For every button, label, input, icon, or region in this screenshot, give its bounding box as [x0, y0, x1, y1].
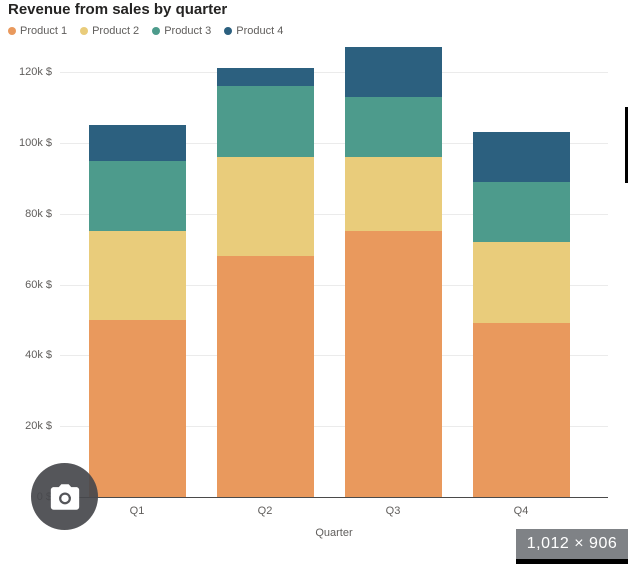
- gridline: [60, 72, 608, 73]
- camera-icon: [48, 480, 82, 514]
- bar-segment: [216, 86, 314, 157]
- y-axis-tick-label: 80k $: [25, 207, 52, 220]
- x-axis-tick-label: Q1: [129, 505, 145, 517]
- legend-label: Product 4: [236, 25, 284, 37]
- legend-label: Product 2: [92, 25, 140, 37]
- bar-segment: [344, 157, 442, 232]
- y-axis-tick-label: 120k $: [18, 66, 52, 78]
- camera-lens-button[interactable]: [31, 463, 98, 530]
- legend-marker: [80, 27, 89, 35]
- legend-marker: [224, 27, 233, 35]
- legend-item: Product 3: [152, 25, 211, 37]
- x-axis-tick-label: Q4: [513, 505, 529, 517]
- bar-segment: [216, 157, 314, 257]
- bar-segment: [344, 96, 442, 157]
- bar-segment: [88, 125, 186, 161]
- bar-segment: [216, 256, 314, 497]
- screen-edge-artifact-bottom: [516, 559, 628, 564]
- bar-segment: [472, 242, 570, 324]
- y-axis-tick-label: 60k $: [25, 278, 52, 291]
- gridline: [60, 213, 608, 215]
- legend-label: Product 3: [164, 25, 212, 37]
- legend-marker: [8, 27, 16, 35]
- y-axis-tick-label: 20k $: [25, 420, 52, 433]
- x-axis-tick-label: Q3: [385, 505, 401, 517]
- bar-segment: [472, 132, 570, 182]
- x-axis-title: Quarter: [315, 527, 353, 539]
- chart-title: Revenue from sales by quarter: [8, 1, 228, 18]
- bar-segment: [88, 160, 186, 232]
- bar-segment: [472, 323, 570, 497]
- x-axis-line: [60, 497, 608, 498]
- x-axis-tick-label: Q2: [257, 505, 273, 517]
- y-axis-tick-label: 100k $: [18, 136, 52, 149]
- bar-segment: [88, 231, 186, 320]
- bar-segment: [344, 231, 442, 497]
- legend: Product 1 Product 2 Product 3 Product 4: [8, 25, 283, 37]
- legend-item: Product 2: [80, 25, 139, 37]
- bar-segment: [216, 68, 314, 87]
- image-dimensions-badge: 1,012 × 906: [516, 529, 628, 559]
- bar-segment: [88, 319, 186, 497]
- legend-item: Product 4: [224, 25, 283, 37]
- legend-marker: [152, 27, 161, 35]
- gridline: [60, 355, 608, 357]
- gridline: [60, 284, 608, 286]
- gridline: [60, 426, 608, 428]
- bar-segment: [472, 181, 570, 242]
- legend-label: Product 1: [20, 25, 68, 37]
- bar-segment: [344, 47, 442, 97]
- y-axis-tick-label: 40k $: [25, 349, 52, 362]
- screen-edge-artifact-right: [625, 107, 628, 183]
- legend-item: Product 1: [8, 25, 67, 37]
- gridline: [60, 142, 608, 144]
